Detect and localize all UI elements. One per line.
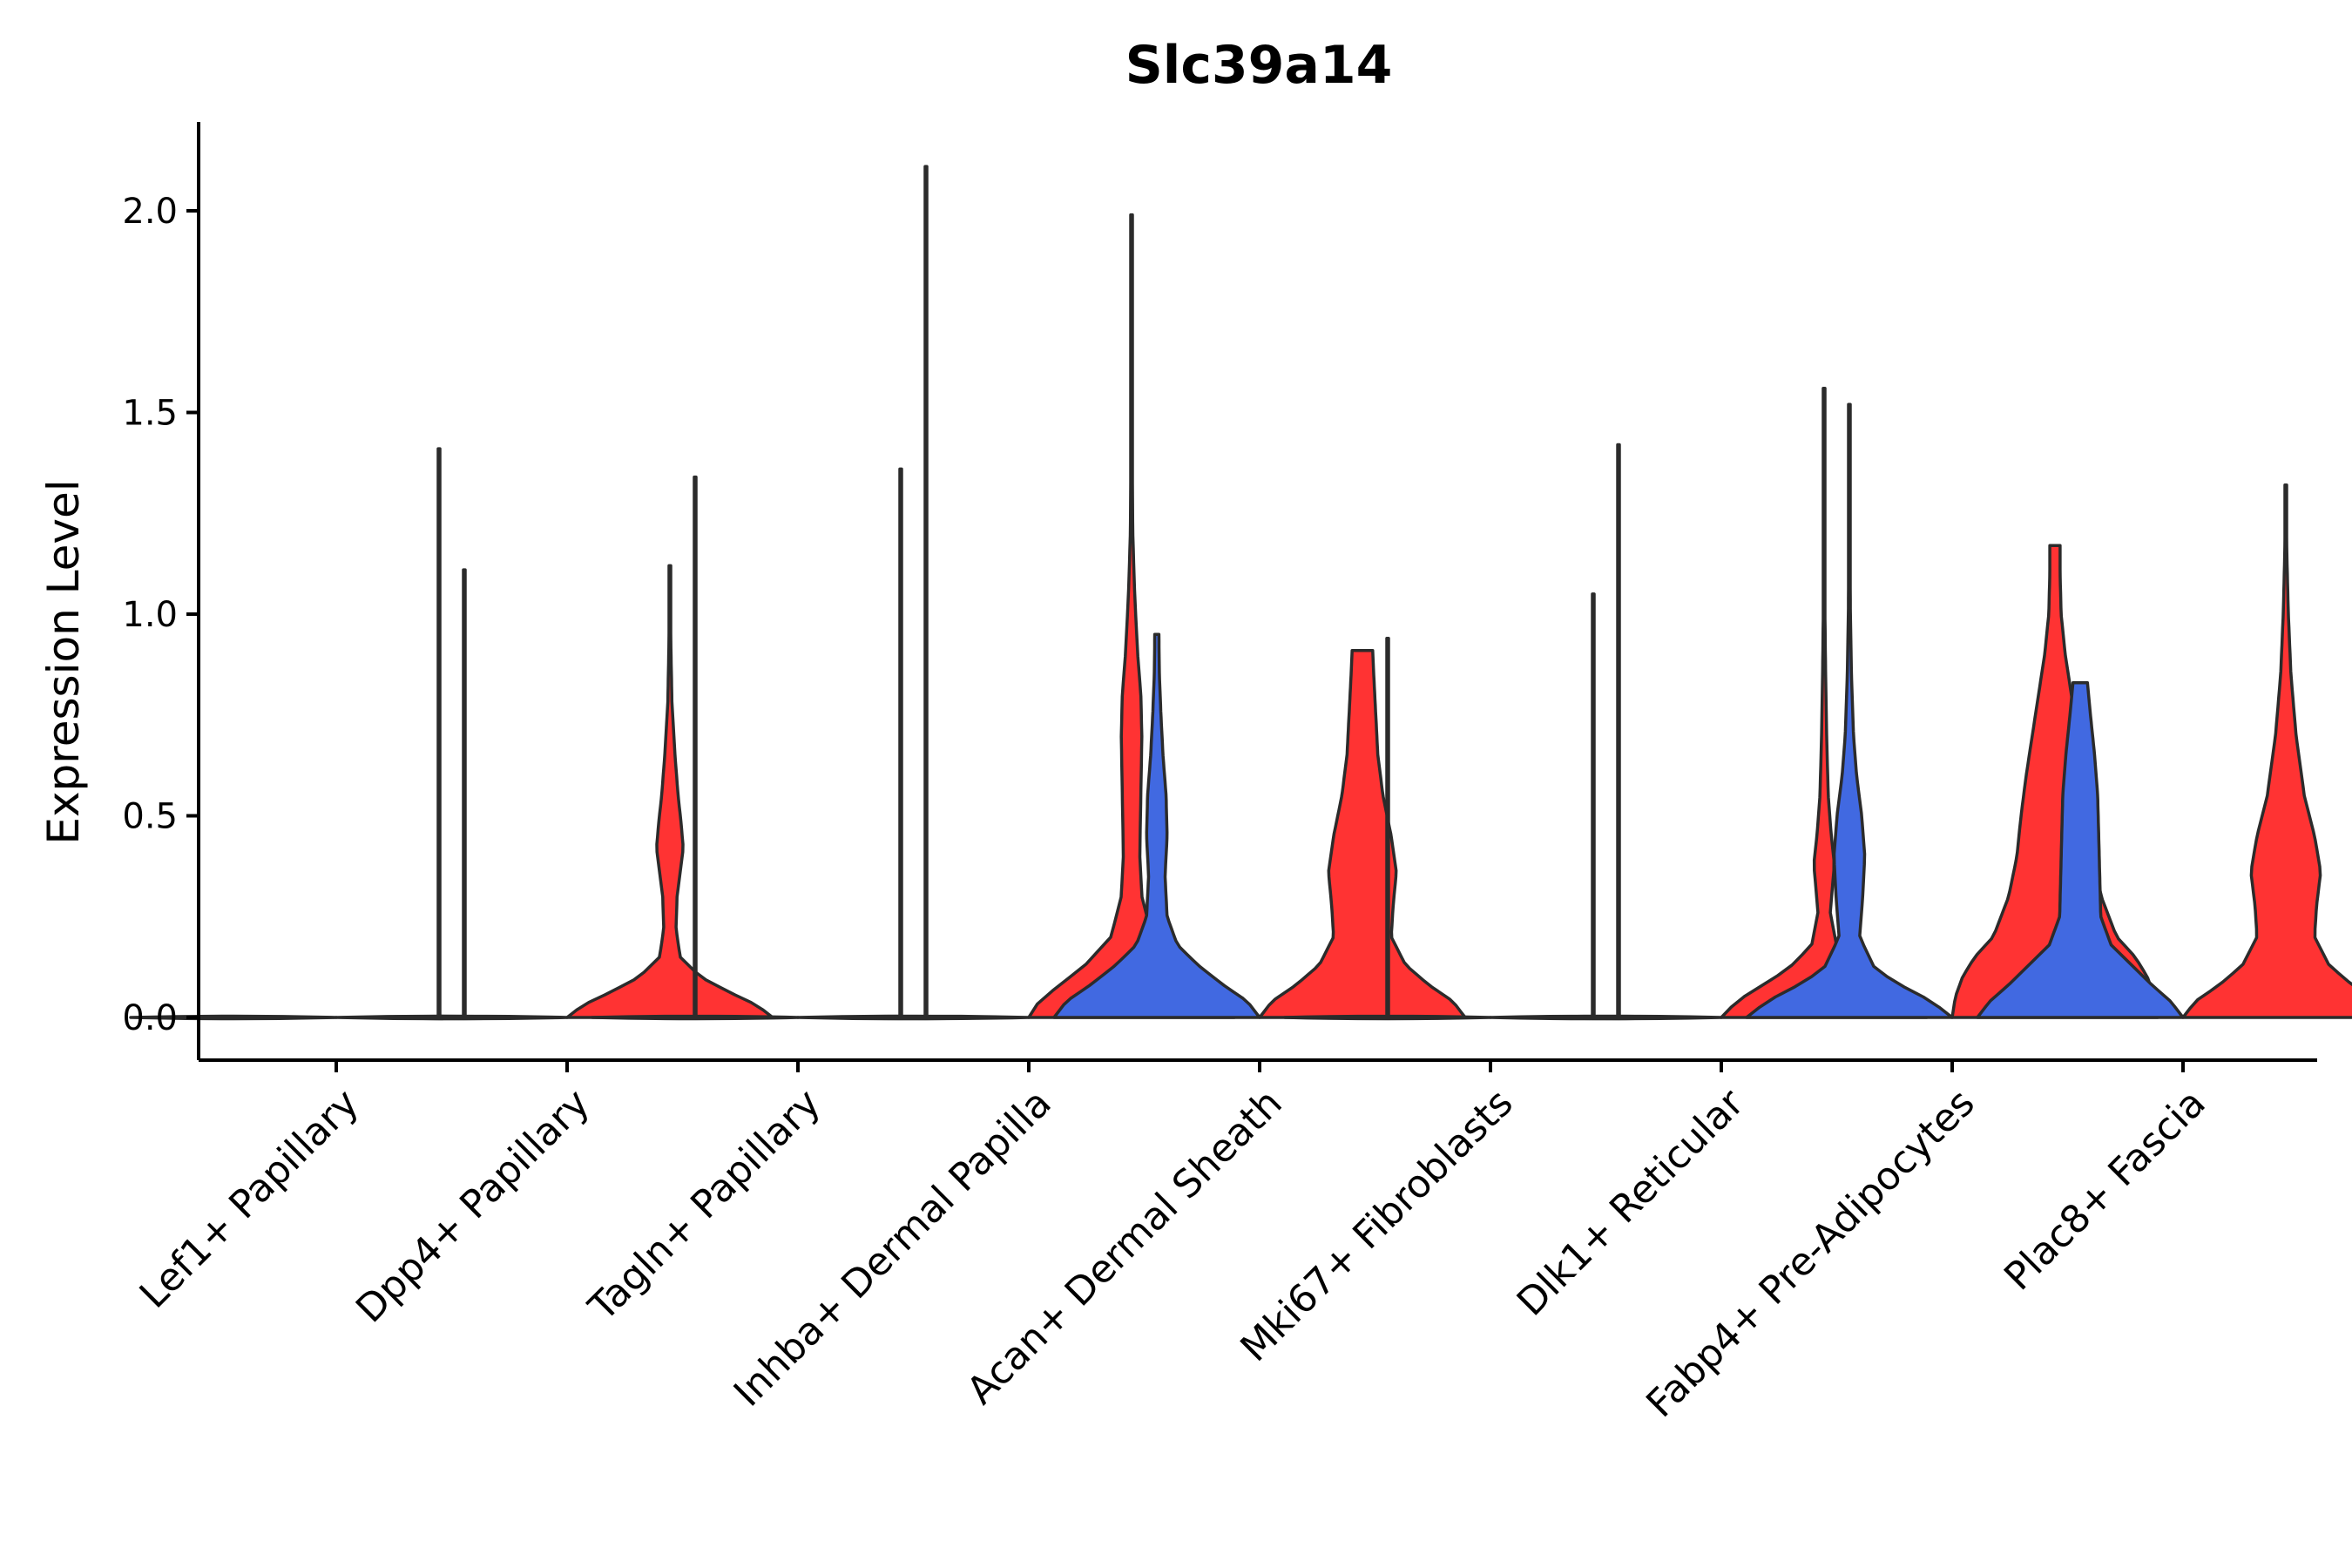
violin-group-lef1-papillary [129,447,544,1021]
violin-layer [129,165,2352,1021]
chart-title: Slc39a14 [1125,35,1393,96]
y-axis-label: Expression Level [38,479,89,844]
violin-lef1-papillary-right [335,447,544,1021]
y-axis: 0.0 0.5 1.0 1.5 2.0 [122,122,200,1060]
violin-group-dpp4-papillary [360,564,774,1021]
violin-tagln-papillary-left [591,475,800,1021]
violin-plac8-fascia-right [2181,483,2352,1019]
violin-inhba-dermal-papilla-right [1027,213,1236,1019]
violin-mki67-fibroblasts-left [1283,637,1492,1021]
y-tick-label: 1.5 [122,394,178,434]
violin-group-dlk1-reticular [1514,386,1929,1021]
violin-mki67-fibroblasts-right [1489,592,1698,1021]
violin-dpp4-papillary-left [360,568,569,1021]
x-tick-label-lef1-papillary: Lef1+ Papillary [132,1081,368,1317]
violin-dpp4-papillary-right [565,564,774,1019]
violin-fabp4-pre-adipocytes-left [1745,402,1954,1019]
y-tick-label: 1.0 [122,595,178,635]
violin-plac8-fascia-left [1976,680,2185,1019]
x-tick-label-dlk1-reticular: Dlk1+ Reticular [1509,1080,1754,1325]
x-tick-label-dpp4-papillary: Dpp4+ Papillary [348,1081,598,1332]
violin-group-inhba-dermal-papilla [821,165,1236,1021]
y-tick-label: 0.5 [122,797,178,837]
violin-group-acan-dermal-sheath [1052,632,1467,1019]
violin-dlk1-reticular-left [1514,443,1723,1021]
y-tick-label: 0.0 [122,998,178,1038]
violin-group-plac8-fascia [1976,483,2352,1019]
y-tick-label: 2.0 [122,192,178,232]
x-tick-label-plac8-fascia: Plac8+ Fascia [1996,1081,2214,1300]
violin-acan-dermal-sheath-left [1052,632,1261,1019]
violin-acan-dermal-sheath-right [1258,648,1467,1019]
violin-dlk1-reticular-right [1720,386,1929,1019]
violin-inhba-dermal-papilla-left [821,165,1031,1021]
x-tick-label-tagln-papillary: Tagln+ Papillary [580,1081,829,1330]
violin-group-tagln-papillary [591,467,1005,1021]
violin-tagln-papillary-right [796,467,1005,1021]
